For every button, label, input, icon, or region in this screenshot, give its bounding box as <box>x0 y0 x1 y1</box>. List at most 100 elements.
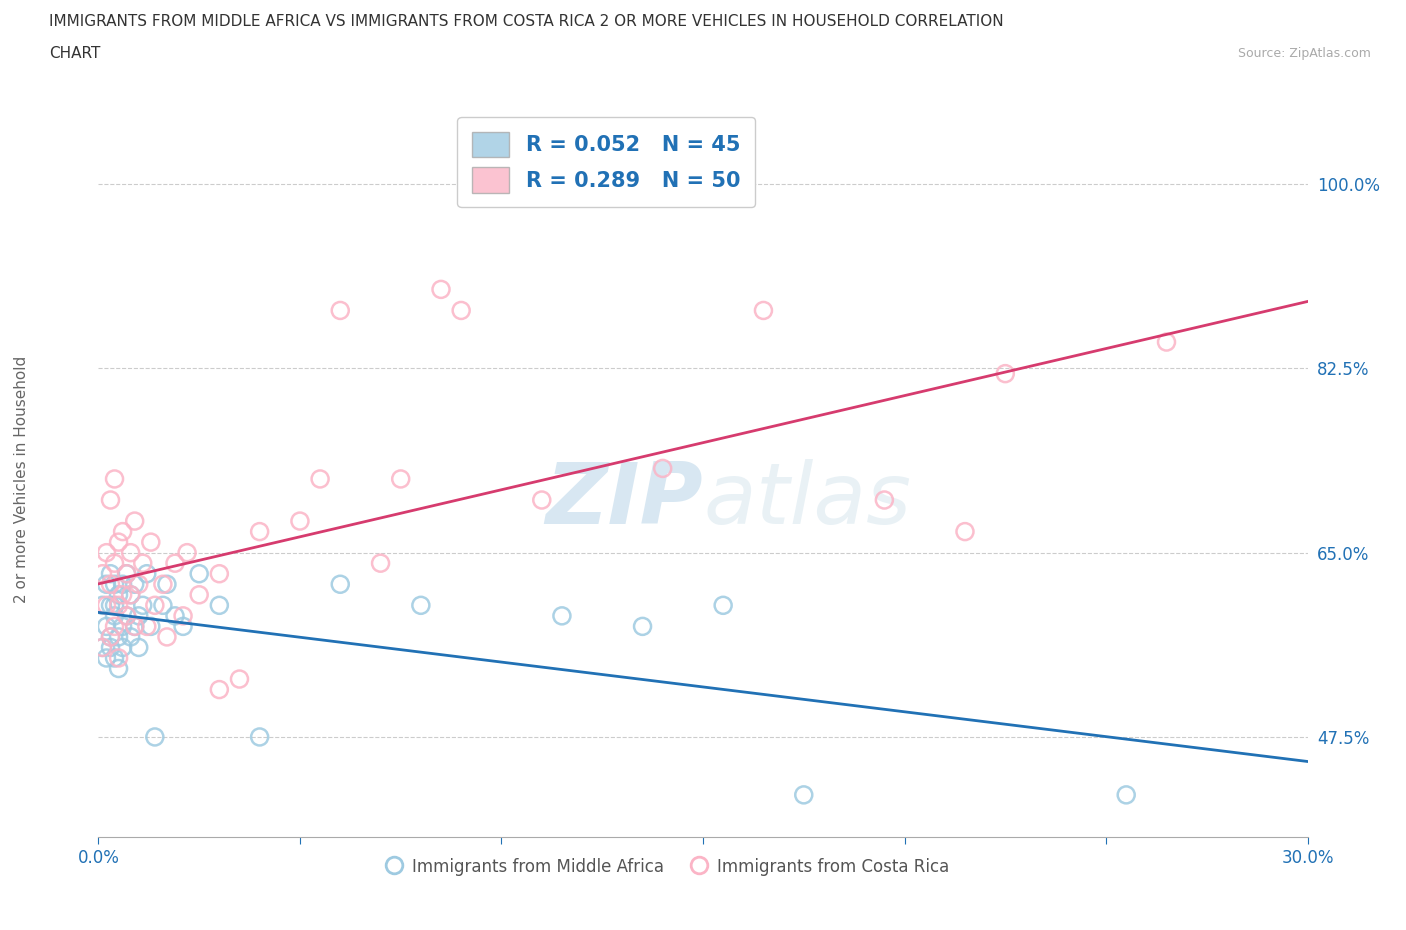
Point <box>152 598 174 613</box>
Point <box>107 630 129 644</box>
Point <box>100 630 122 644</box>
Point <box>249 525 271 539</box>
Point <box>249 729 271 744</box>
Point <box>107 535 129 550</box>
Point <box>994 366 1017 381</box>
Point <box>103 598 125 613</box>
Point <box>100 598 122 613</box>
Point <box>120 545 142 560</box>
Legend: Immigrants from Middle Africa, Immigrants from Costa Rica: Immigrants from Middle Africa, Immigrant… <box>377 851 956 883</box>
Text: Source: ZipAtlas.com: Source: ZipAtlas.com <box>1237 46 1371 60</box>
Point <box>120 630 142 644</box>
Point <box>120 588 142 603</box>
Point <box>96 651 118 666</box>
Point <box>208 566 231 581</box>
Point <box>132 556 155 571</box>
Point <box>103 651 125 666</box>
Point <box>370 556 392 571</box>
Point <box>115 608 138 623</box>
Point <box>139 535 162 550</box>
Point <box>128 608 150 623</box>
Point <box>100 566 122 581</box>
Point <box>100 640 122 655</box>
Point <box>103 472 125 486</box>
Point <box>163 608 186 623</box>
Point <box>111 525 134 539</box>
Point <box>91 566 114 581</box>
Point <box>115 608 138 623</box>
Point <box>111 619 134 634</box>
Point <box>752 303 775 318</box>
Point <box>651 461 673 476</box>
Point <box>156 630 179 644</box>
Point <box>111 640 134 655</box>
Point <box>132 598 155 613</box>
Point <box>128 640 150 655</box>
Point <box>873 493 896 508</box>
Point <box>139 619 162 634</box>
Point <box>120 588 142 603</box>
Point <box>103 556 125 571</box>
Point <box>409 598 432 613</box>
Point <box>389 472 412 486</box>
Point <box>309 472 332 486</box>
Point <box>96 598 118 613</box>
Text: IMMIGRANTS FROM MIDDLE AFRICA VS IMMIGRANTS FROM COSTA RICA 2 OR MORE VEHICLES I: IMMIGRANTS FROM MIDDLE AFRICA VS IMMIGRA… <box>49 14 1004 29</box>
Point <box>172 619 194 634</box>
Point <box>228 671 250 686</box>
Point <box>124 619 146 634</box>
Point <box>103 619 125 634</box>
Point <box>430 282 453 297</box>
Point <box>111 577 134 591</box>
Text: ZIP: ZIP <box>546 458 703 542</box>
Point <box>208 598 231 613</box>
Point <box>156 577 179 591</box>
Point <box>100 577 122 591</box>
Text: atlas: atlas <box>703 458 911 542</box>
Point <box>172 608 194 623</box>
Point <box>143 729 166 744</box>
Point <box>288 513 311 528</box>
Point <box>91 640 114 655</box>
Point <box>107 588 129 603</box>
Point <box>100 493 122 508</box>
Point <box>91 640 114 655</box>
Point <box>530 493 553 508</box>
Point <box>631 619 654 634</box>
Point <box>1156 335 1178 350</box>
Point <box>793 788 815 803</box>
Point <box>152 577 174 591</box>
Point <box>115 566 138 581</box>
Point <box>103 608 125 623</box>
Point <box>124 577 146 591</box>
Point <box>115 566 138 581</box>
Point <box>329 303 352 318</box>
Text: CHART: CHART <box>49 46 101 61</box>
Point <box>128 577 150 591</box>
Point <box>208 682 231 697</box>
Point <box>103 577 125 591</box>
Point <box>329 577 352 591</box>
Point <box>91 598 114 613</box>
Point <box>163 556 186 571</box>
Point <box>124 513 146 528</box>
Point <box>107 661 129 676</box>
Point <box>107 651 129 666</box>
Point <box>551 608 574 623</box>
Point <box>188 566 211 581</box>
Point <box>111 588 134 603</box>
Point <box>107 598 129 613</box>
Point <box>135 619 157 634</box>
Point <box>143 598 166 613</box>
Point <box>188 588 211 603</box>
Point <box>176 545 198 560</box>
Point <box>450 303 472 318</box>
Point <box>135 566 157 581</box>
Point <box>124 619 146 634</box>
Point <box>96 619 118 634</box>
Point <box>96 577 118 591</box>
Point <box>953 525 976 539</box>
Point <box>100 630 122 644</box>
Point <box>96 545 118 560</box>
Point <box>711 598 734 613</box>
